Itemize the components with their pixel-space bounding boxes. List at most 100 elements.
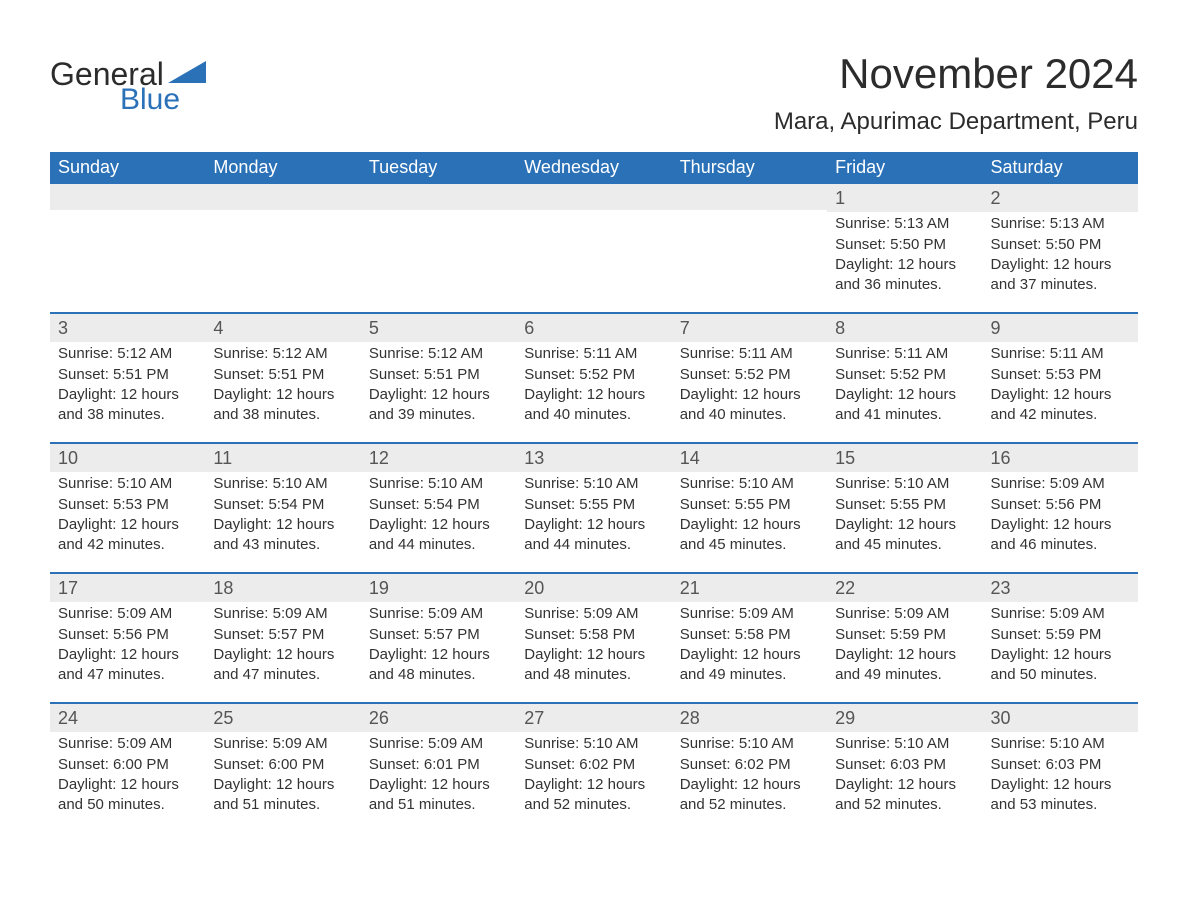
sunrise-text: Sunrise: 5:13 AM <box>991 214 1130 234</box>
daylight-text: Daylight: 12 hours and 48 minutes. <box>524 645 663 686</box>
day-body: Sunrise: 5:09 AMSunset: 6:01 PMDaylight:… <box>361 732 516 819</box>
day-header-row: SundayMondayTuesdayWednesdayThursdayFrid… <box>50 152 1138 184</box>
day-header: Tuesday <box>361 152 516 184</box>
day-cell: 9Sunrise: 5:11 AMSunset: 5:53 PMDaylight… <box>983 314 1138 442</box>
day-cell <box>205 184 360 312</box>
day-body: Sunrise: 5:11 AMSunset: 5:53 PMDaylight:… <box>983 342 1138 429</box>
day-number: 6 <box>516 314 671 342</box>
sunrise-text: Sunrise: 5:13 AM <box>835 214 974 234</box>
daylight-text: Daylight: 12 hours and 42 minutes. <box>991 385 1130 426</box>
week-row: 17Sunrise: 5:09 AMSunset: 5:56 PMDayligh… <box>50 572 1138 702</box>
day-cell: 20Sunrise: 5:09 AMSunset: 5:58 PMDayligh… <box>516 574 671 702</box>
day-cell: 27Sunrise: 5:10 AMSunset: 6:02 PMDayligh… <box>516 704 671 832</box>
sunset-text: Sunset: 5:58 PM <box>524 625 663 645</box>
day-number: 28 <box>672 704 827 732</box>
day-number: 16 <box>983 444 1138 472</box>
day-cell: 7Sunrise: 5:11 AMSunset: 5:52 PMDaylight… <box>672 314 827 442</box>
daylight-text: Daylight: 12 hours and 50 minutes. <box>991 645 1130 686</box>
day-number: 15 <box>827 444 982 472</box>
daylight-text: Daylight: 12 hours and 40 minutes. <box>680 385 819 426</box>
day-body: Sunrise: 5:09 AMSunset: 5:56 PMDaylight:… <box>983 472 1138 559</box>
day-number: 1 <box>827 184 982 212</box>
sunset-text: Sunset: 6:01 PM <box>369 755 508 775</box>
day-cell: 4Sunrise: 5:12 AMSunset: 5:51 PMDaylight… <box>205 314 360 442</box>
daylight-text: Daylight: 12 hours and 51 minutes. <box>369 775 508 816</box>
daylight-text: Daylight: 12 hours and 45 minutes. <box>680 515 819 556</box>
day-number: 25 <box>205 704 360 732</box>
sunset-text: Sunset: 6:03 PM <box>835 755 974 775</box>
sunrise-text: Sunrise: 5:10 AM <box>835 734 974 754</box>
day-number: 26 <box>361 704 516 732</box>
day-number: 30 <box>983 704 1138 732</box>
daylight-text: Daylight: 12 hours and 47 minutes. <box>213 645 352 686</box>
sunrise-text: Sunrise: 5:09 AM <box>835 604 974 624</box>
day-cell: 21Sunrise: 5:09 AMSunset: 5:58 PMDayligh… <box>672 574 827 702</box>
daylight-text: Daylight: 12 hours and 52 minutes. <box>680 775 819 816</box>
day-body: Sunrise: 5:11 AMSunset: 5:52 PMDaylight:… <box>827 342 982 429</box>
sunrise-text: Sunrise: 5:12 AM <box>369 344 508 364</box>
daylight-text: Daylight: 12 hours and 44 minutes. <box>524 515 663 556</box>
day-cell: 16Sunrise: 5:09 AMSunset: 5:56 PMDayligh… <box>983 444 1138 572</box>
day-number: 23 <box>983 574 1138 602</box>
sunset-text: Sunset: 5:55 PM <box>835 495 974 515</box>
sunset-text: Sunset: 5:56 PM <box>991 495 1130 515</box>
day-body: Sunrise: 5:10 AMSunset: 5:55 PMDaylight:… <box>827 472 982 559</box>
sunset-text: Sunset: 6:00 PM <box>213 755 352 775</box>
day-number: 20 <box>516 574 671 602</box>
logo-word2: Blue <box>120 83 180 117</box>
daylight-text: Daylight: 12 hours and 49 minutes. <box>835 645 974 686</box>
sunrise-text: Sunrise: 5:09 AM <box>213 734 352 754</box>
day-header: Saturday <box>983 152 1138 184</box>
day-cell <box>516 184 671 312</box>
sunset-text: Sunset: 5:57 PM <box>213 625 352 645</box>
day-cell: 6Sunrise: 5:11 AMSunset: 5:52 PMDaylight… <box>516 314 671 442</box>
day-number: 17 <box>50 574 205 602</box>
sunset-text: Sunset: 5:58 PM <box>680 625 819 645</box>
day-number: 18 <box>205 574 360 602</box>
week-row: 1Sunrise: 5:13 AMSunset: 5:50 PMDaylight… <box>50 184 1138 312</box>
day-number: 27 <box>516 704 671 732</box>
day-body: Sunrise: 5:09 AMSunset: 5:57 PMDaylight:… <box>361 602 516 689</box>
sunset-text: Sunset: 5:59 PM <box>991 625 1130 645</box>
sunset-text: Sunset: 5:52 PM <box>524 365 663 385</box>
daylight-text: Daylight: 12 hours and 45 minutes. <box>835 515 974 556</box>
daylight-text: Daylight: 12 hours and 38 minutes. <box>213 385 352 426</box>
sunset-text: Sunset: 5:56 PM <box>58 625 197 645</box>
day-cell: 19Sunrise: 5:09 AMSunset: 5:57 PMDayligh… <box>361 574 516 702</box>
day-cell: 11Sunrise: 5:10 AMSunset: 5:54 PMDayligh… <box>205 444 360 572</box>
sunrise-text: Sunrise: 5:10 AM <box>213 474 352 494</box>
day-cell: 8Sunrise: 5:11 AMSunset: 5:52 PMDaylight… <box>827 314 982 442</box>
day-number: 11 <box>205 444 360 472</box>
day-cell <box>50 184 205 312</box>
sunrise-text: Sunrise: 5:09 AM <box>58 604 197 624</box>
sunset-text: Sunset: 5:54 PM <box>369 495 508 515</box>
day-cell: 25Sunrise: 5:09 AMSunset: 6:00 PMDayligh… <box>205 704 360 832</box>
day-cell: 2Sunrise: 5:13 AMSunset: 5:50 PMDaylight… <box>983 184 1138 312</box>
sunrise-text: Sunrise: 5:09 AM <box>524 604 663 624</box>
day-body: Sunrise: 5:09 AMSunset: 5:57 PMDaylight:… <box>205 602 360 689</box>
day-header: Monday <box>205 152 360 184</box>
day-number: 14 <box>672 444 827 472</box>
day-cell: 12Sunrise: 5:10 AMSunset: 5:54 PMDayligh… <box>361 444 516 572</box>
day-body: Sunrise: 5:09 AMSunset: 5:56 PMDaylight:… <box>50 602 205 689</box>
day-number: 9 <box>983 314 1138 342</box>
sunset-text: Sunset: 5:55 PM <box>524 495 663 515</box>
day-cell: 17Sunrise: 5:09 AMSunset: 5:56 PMDayligh… <box>50 574 205 702</box>
sunrise-text: Sunrise: 5:09 AM <box>58 734 197 754</box>
sunrise-text: Sunrise: 5:10 AM <box>835 474 974 494</box>
day-body: Sunrise: 5:10 AMSunset: 6:03 PMDaylight:… <box>827 732 982 819</box>
sunset-text: Sunset: 5:57 PM <box>369 625 508 645</box>
daylight-text: Daylight: 12 hours and 42 minutes. <box>58 515 197 556</box>
day-header: Thursday <box>672 152 827 184</box>
day-cell: 5Sunrise: 5:12 AMSunset: 5:51 PMDaylight… <box>361 314 516 442</box>
daylight-text: Daylight: 12 hours and 43 minutes. <box>213 515 352 556</box>
day-body: Sunrise: 5:13 AMSunset: 5:50 PMDaylight:… <box>827 212 982 299</box>
sunrise-text: Sunrise: 5:09 AM <box>369 734 508 754</box>
daylight-text: Daylight: 12 hours and 44 minutes. <box>369 515 508 556</box>
day-number <box>205 184 360 210</box>
day-number: 12 <box>361 444 516 472</box>
day-number <box>50 184 205 210</box>
sunrise-text: Sunrise: 5:10 AM <box>680 474 819 494</box>
day-cell: 14Sunrise: 5:10 AMSunset: 5:55 PMDayligh… <box>672 444 827 572</box>
day-body: Sunrise: 5:13 AMSunset: 5:50 PMDaylight:… <box>983 212 1138 299</box>
